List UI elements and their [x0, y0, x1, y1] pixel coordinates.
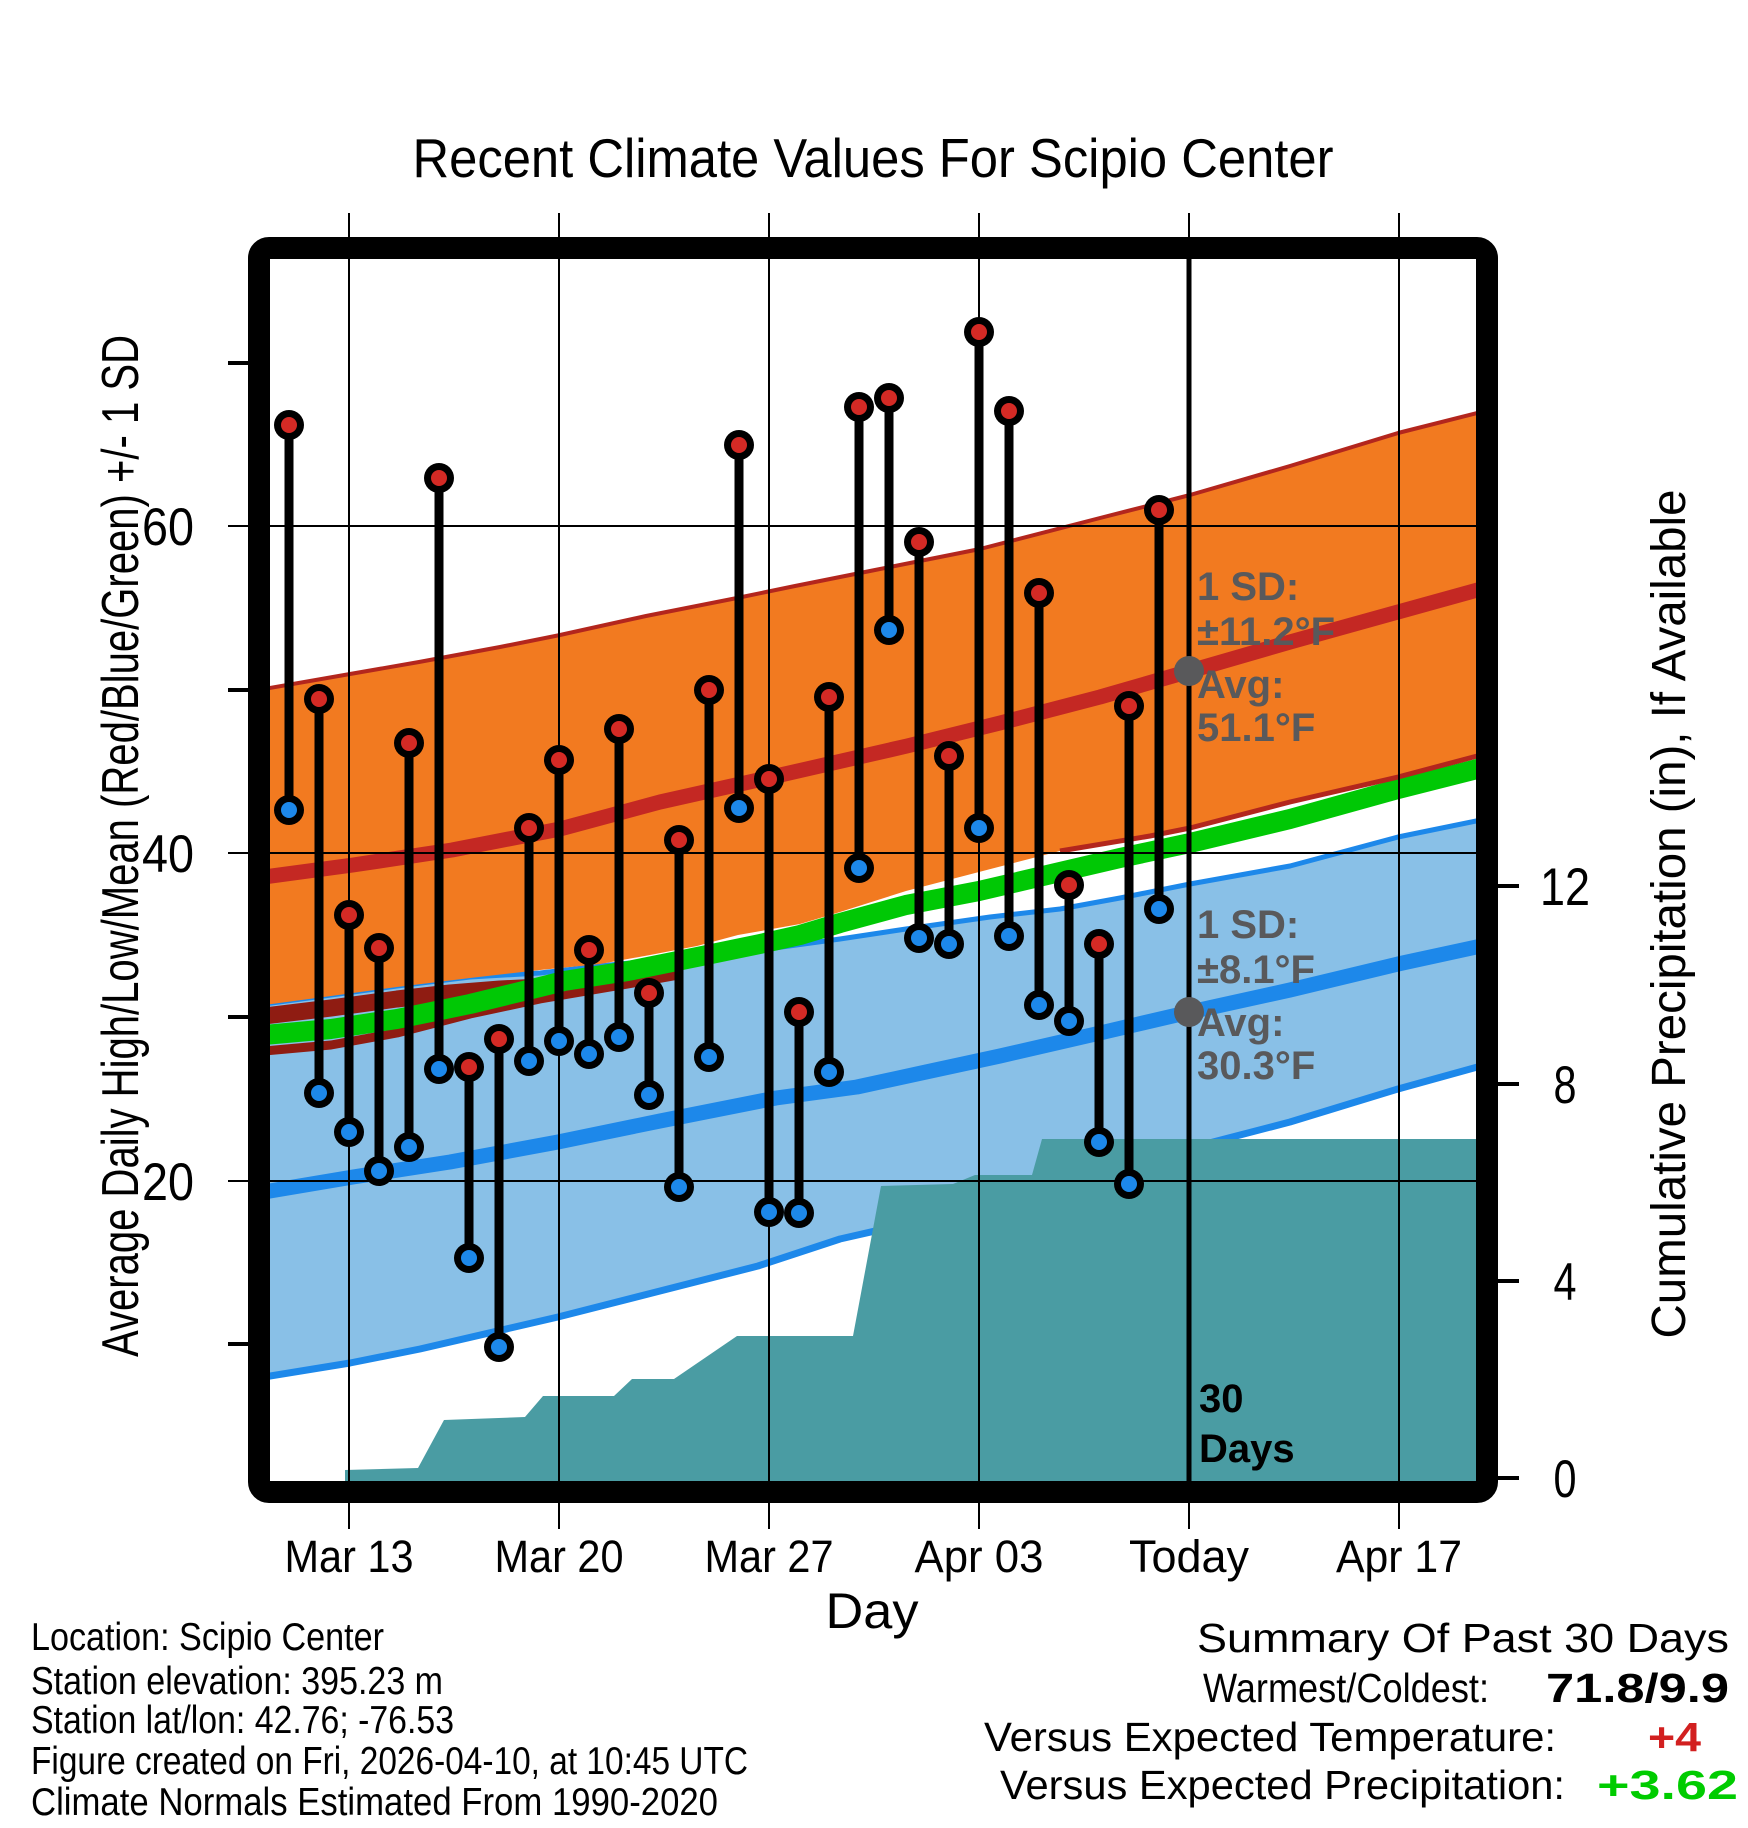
svg-text:Summary Of Past 30 Days: Summary Of Past 30 Days [1197, 1615, 1729, 1661]
svg-text:Mar 20: Mar 20 [495, 1531, 624, 1582]
svg-text:Warmest/Coldest:: Warmest/Coldest: [1203, 1665, 1489, 1711]
svg-text:Station lat/lon: 42.76; -76.53: Station lat/lon: 42.76; -76.53 [31, 1699, 454, 1742]
svg-text:Mar 27: Mar 27 [705, 1531, 834, 1582]
svg-text:Location: Scipio Center: Location: Scipio Center [31, 1616, 384, 1659]
svg-text:30.3°F: 30.3°F [1197, 1044, 1315, 1088]
svg-text:Climate Normals Estimated From: Climate Normals Estimated From 1990-2020 [31, 1781, 718, 1824]
svg-text:Today: Today [1129, 1531, 1249, 1582]
svg-text:Apr 17: Apr 17 [1336, 1531, 1462, 1582]
svg-text:60: 60 [142, 498, 194, 557]
svg-text:71.8/9.9: 71.8/9.9 [1546, 1665, 1729, 1711]
svg-text:0: 0 [1554, 1450, 1577, 1509]
svg-text:40: 40 [142, 825, 194, 884]
svg-text:Average Daily High/Low/Mean (R: Average Daily High/Low/Mean (Red/Blue/Gr… [92, 335, 150, 1357]
svg-text:Versus Expected Temperature:: Versus Expected Temperature: [984, 1714, 1556, 1760]
svg-text:Avg:: Avg: [1197, 1001, 1284, 1045]
svg-text:±8.1°F: ±8.1°F [1197, 948, 1315, 992]
svg-text:12: 12 [1540, 858, 1590, 917]
svg-text:Day: Day [826, 1583, 919, 1639]
svg-text:Avg:: Avg: [1197, 663, 1284, 707]
svg-text:1 SD:: 1 SD: [1197, 565, 1299, 609]
svg-text:Apr 03: Apr 03 [915, 1531, 1044, 1582]
svg-text:Days: Days [1199, 1427, 1295, 1471]
svg-text:Recent Climate Values For Scip: Recent Climate Values For Scipio Center [413, 127, 1334, 189]
svg-text:20: 20 [142, 1153, 194, 1212]
svg-text:Versus Expected Precipitation:: Versus Expected Precipitation: [1000, 1762, 1565, 1808]
svg-text:30: 30 [1199, 1377, 1244, 1421]
svg-text:±11.2°F: ±11.2°F [1197, 610, 1335, 654]
svg-text:+3.62: +3.62 [1597, 1762, 1738, 1808]
svg-text:Station elevation: 395.23 m: Station elevation: 395.23 m [31, 1660, 443, 1703]
svg-text:Figure created on Fri, 2026-04: Figure created on Fri, 2026-04-10, at 10… [31, 1740, 748, 1783]
svg-text:Mar 13: Mar 13 [285, 1531, 414, 1582]
svg-text:51.1°F: 51.1°F [1197, 706, 1315, 750]
svg-text:8: 8 [1554, 1056, 1577, 1115]
svg-text:4: 4 [1554, 1253, 1577, 1312]
svg-text:1 SD:: 1 SD: [1197, 903, 1299, 947]
svg-text:+4: +4 [1648, 1714, 1701, 1760]
svg-text:Cumulative Precipitation (in),: Cumulative Precipitation (in), If Availa… [1643, 490, 1696, 1339]
